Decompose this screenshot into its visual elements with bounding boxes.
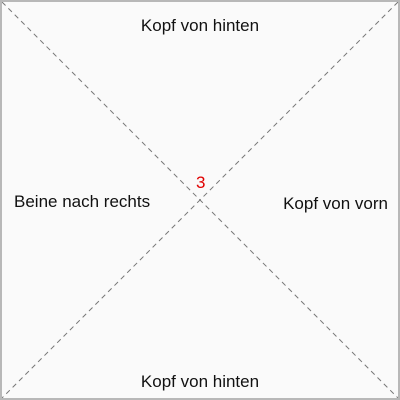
label-top: Kopf von hinten [140, 16, 260, 35]
label-left: Beine nach rechts [14, 192, 151, 211]
center-number: 3 [196, 173, 206, 192]
label-right: Kopf von vorn [283, 194, 388, 213]
label-bottom: Kopf von hinten [140, 372, 260, 391]
